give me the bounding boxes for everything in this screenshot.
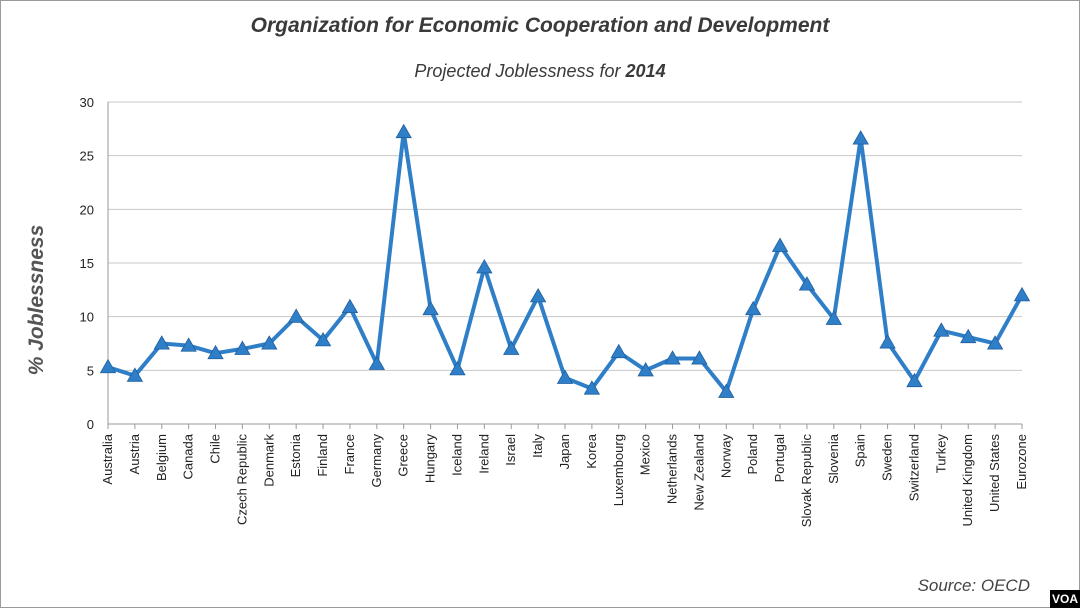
y-tick-label: 20: [80, 202, 94, 217]
data-point: [664, 350, 681, 365]
data-point: [476, 258, 493, 274]
chart-subtitle-year: 2014: [625, 61, 666, 81]
x-tick-label: Israel: [503, 434, 518, 466]
data-point: [368, 355, 386, 370]
data-point: [99, 358, 117, 374]
data-point: [852, 130, 869, 145]
y-tick-label: 25: [80, 149, 94, 164]
data-point: [933, 322, 950, 337]
x-tick-label: Switzerland: [906, 434, 921, 501]
data-point: [126, 367, 144, 382]
data-point: [906, 372, 923, 388]
x-tick-label: Korea: [584, 433, 599, 468]
data-point: [314, 331, 332, 347]
data-point: [180, 337, 197, 352]
x-tick-label: Norway: [718, 434, 733, 479]
data-point: [234, 340, 251, 355]
data-point: [153, 335, 170, 350]
data-point: [825, 310, 843, 325]
chart-subtitle: Projected Joblessness for 2014: [0, 61, 1080, 82]
y-tick-label: 15: [80, 256, 94, 271]
x-tick-label: New Zealand: [691, 434, 706, 511]
data-point: [1013, 286, 1031, 302]
data-point: [583, 380, 601, 395]
x-tick-label: Poland: [745, 434, 760, 474]
x-tick-label: Slovenia: [826, 433, 841, 484]
x-tick-label: Greece: [396, 434, 411, 477]
x-tick-label: Hungary: [423, 434, 438, 484]
x-tick-label: Estonia: [288, 433, 303, 477]
x-tick-label: Netherlands: [665, 434, 680, 505]
data-point: [691, 350, 708, 365]
x-tick-label: Czech Republic: [234, 434, 249, 526]
data-point: [744, 300, 762, 316]
x-tick-label: Mexico: [638, 434, 653, 475]
data-point: [879, 334, 896, 349]
data-point: [449, 360, 466, 376]
x-tick-label: Spain: [853, 434, 868, 467]
data-point: [771, 237, 789, 252]
x-tick-label: Eurozone: [1014, 434, 1029, 490]
data-point: [556, 369, 574, 384]
x-tick-label: Iceland: [449, 434, 464, 476]
x-tick-label: Denmark: [261, 434, 276, 487]
x-tick-label: Germany: [369, 434, 384, 488]
x-tick-label: Belgium: [154, 434, 169, 481]
x-tick-label: Luxembourg: [611, 434, 626, 506]
chart-title: Organization for Economic Cooperation an…: [250, 14, 830, 37]
data-point: [207, 344, 224, 360]
data-point: [986, 335, 1004, 350]
x-tick-label: United Kingdom: [960, 434, 975, 527]
x-tick-label: Canada: [181, 433, 196, 479]
data-point: [287, 308, 305, 323]
data-point: [341, 298, 359, 314]
x-tick-label: Australia: [100, 433, 115, 484]
x-tick-label: Finland: [315, 434, 330, 477]
data-point: [798, 276, 816, 291]
x-tick-label: Austria: [127, 433, 142, 474]
y-tick-label: 10: [80, 310, 94, 325]
data-point: [960, 328, 977, 344]
data-point: [261, 335, 278, 350]
data-point: [610, 343, 627, 359]
x-tick-label: Chile: [208, 434, 223, 464]
data-point: [395, 123, 412, 139]
x-tick-label: France: [342, 434, 357, 474]
y-tick-label: 30: [80, 95, 94, 110]
source-note: Source: OECD: [917, 576, 1030, 595]
x-tick-label: Italy: [530, 434, 545, 458]
x-tick-label: Slovak Republic: [799, 434, 814, 528]
y-tick-label: 0: [87, 417, 94, 432]
x-tick-label: Turkey: [933, 434, 948, 474]
data-point: [503, 340, 520, 355]
x-tick-label: Portugal: [772, 434, 787, 483]
x-tick-label: Japan: [557, 434, 572, 469]
chart-subtitle-prefix: Projected Joblessness for: [414, 61, 626, 81]
x-tick-label: Sweden: [880, 434, 895, 481]
data-point: [529, 287, 547, 303]
data-point: [637, 362, 654, 377]
data-point: [718, 383, 735, 398]
x-tick-label: Ireland: [476, 434, 491, 474]
voa-logo: VOA: [1050, 590, 1080, 608]
data-point: [422, 300, 439, 316]
y-tick-label: 5: [87, 363, 94, 378]
x-tick-label: United States: [987, 434, 1002, 513]
